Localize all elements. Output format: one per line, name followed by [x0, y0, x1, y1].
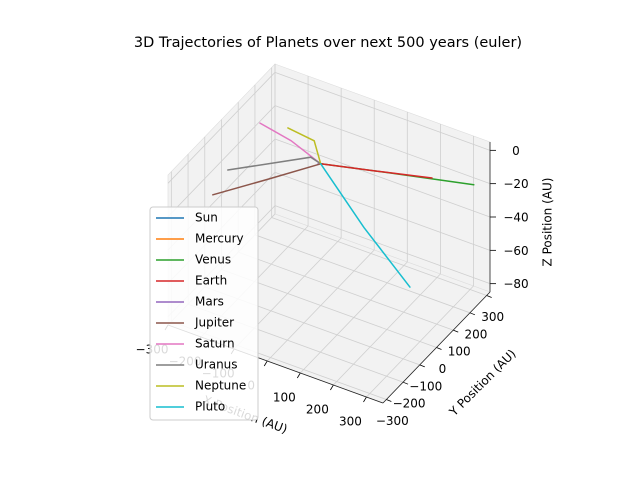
z-tick-label: −40	[503, 211, 528, 225]
y-tick	[402, 381, 409, 385]
z-tick-label: −60	[503, 244, 528, 258]
x-tick-label: 200	[306, 403, 329, 417]
grid-line	[274, 105, 491, 185]
trajectory	[319, 163, 433, 179]
legend-label: Earth	[195, 274, 227, 288]
legend-label: Mercury	[195, 232, 244, 246]
grid-line	[167, 105, 276, 217]
y-tick	[469, 312, 476, 316]
x-tick	[296, 372, 301, 379]
trajectory	[259, 122, 322, 165]
legend-label: Saturn	[195, 337, 235, 351]
x-tick-label: 100	[273, 391, 296, 405]
legend-label: Mars	[195, 295, 224, 309]
x-tick	[263, 360, 268, 367]
y-tick	[486, 295, 492, 298]
y-tick-label: 200	[464, 327, 487, 341]
legend: Sun Mercury Venus Earth Mars Jupiter Saturn Ura…	[149, 206, 259, 421]
grid-line	[274, 205, 491, 285]
legend-label: Sun	[195, 211, 218, 225]
grid-line	[238, 251, 454, 331]
x-tick-label: 300	[339, 415, 362, 429]
z-axis-label: Z Position (AU)	[541, 178, 555, 267]
grid-line	[274, 138, 491, 218]
grid-line	[271, 217, 487, 296]
chart-title: 3D Trajectories of Planets over next 500…	[134, 35, 522, 51]
y-tick	[419, 364, 425, 368]
legend-label: Pluto	[195, 400, 225, 414]
grid-line	[167, 72, 276, 184]
legend-label: Neptune	[195, 379, 246, 393]
legend-label: Uranus	[195, 358, 238, 372]
y-tick	[386, 399, 392, 402]
legend-label: Jupiter	[194, 316, 234, 330]
y-tick-label: −200	[393, 397, 426, 411]
y-tick-label: 100	[448, 345, 471, 359]
y-tick-label: −300	[376, 414, 409, 428]
grid-line	[254, 234, 471, 314]
y-tick-label: −100	[409, 379, 442, 393]
y-tick-label: 300	[481, 310, 504, 324]
y-tick	[453, 329, 459, 333]
y-tick-label: 0	[439, 362, 447, 376]
z-tick-label: 0	[512, 144, 520, 158]
trajectory	[212, 163, 322, 196]
z-tick-label: −80	[503, 277, 528, 291]
axis-line	[382, 291, 491, 404]
x-tick	[330, 384, 334, 391]
x-tick	[363, 396, 367, 403]
trajectory	[319, 163, 411, 288]
grid-line	[274, 71, 491, 151]
y-tick	[436, 347, 442, 350]
trajectory	[227, 156, 322, 171]
legend-label: Venus	[195, 253, 231, 267]
trajectory	[287, 127, 322, 165]
grid-line	[274, 171, 491, 251]
z-tick-label: −20	[503, 177, 528, 191]
